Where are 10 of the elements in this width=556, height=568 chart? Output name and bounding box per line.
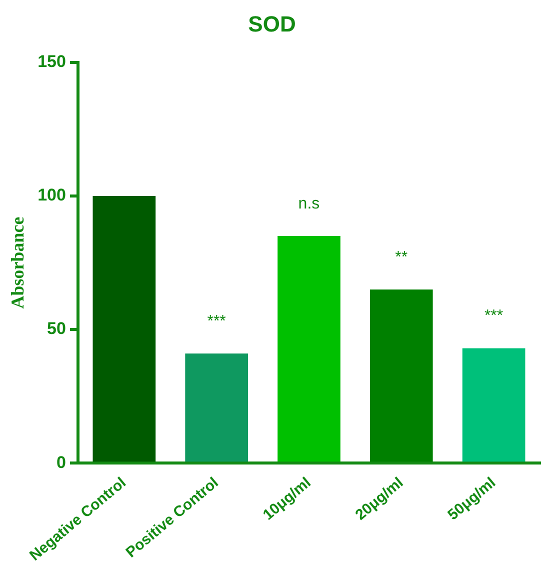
- data-label: ***: [484, 308, 504, 325]
- y-tick-label: 0: [56, 452, 66, 472]
- y-tick-label: 150: [38, 52, 66, 72]
- y-tick-label: 50: [47, 319, 66, 338]
- data-label: ***: [207, 312, 226, 330]
- y-axis-title: Absorbance: [7, 216, 28, 309]
- data-label: n.s: [298, 195, 320, 212]
- data-label: **: [395, 248, 408, 266]
- y-tick-label: 100: [38, 186, 66, 205]
- chart-title: SOD: [248, 11, 296, 36]
